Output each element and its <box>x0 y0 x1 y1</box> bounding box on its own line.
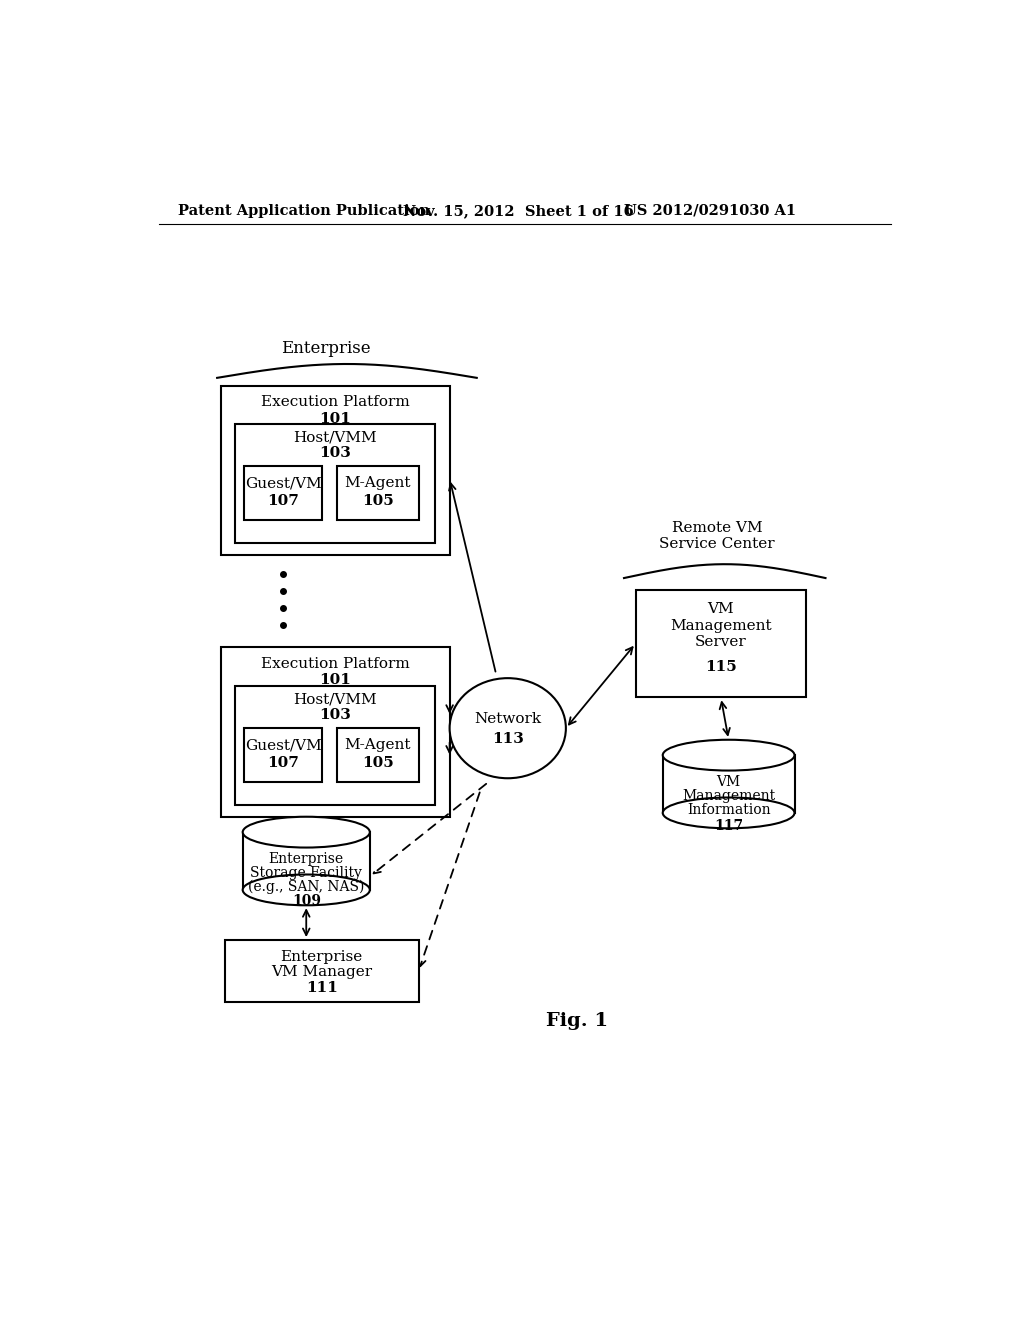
Text: Server: Server <box>695 635 746 649</box>
Text: (e.g., SAN, NAS): (e.g., SAN, NAS) <box>248 879 365 894</box>
Bar <box>245 466 322 520</box>
Text: Host/VMM: Host/VMM <box>293 430 377 445</box>
Text: 111: 111 <box>306 982 338 995</box>
Text: VM: VM <box>717 775 740 789</box>
Text: M-Agent: M-Agent <box>345 477 412 490</box>
Text: US 2012/0291030 A1: US 2012/0291030 A1 <box>624 203 796 218</box>
Text: Fig. 1: Fig. 1 <box>547 1012 608 1030</box>
Text: M-Agent: M-Agent <box>345 738 412 752</box>
Text: VM Manager: VM Manager <box>271 965 373 979</box>
Bar <box>337 466 419 520</box>
Text: 113: 113 <box>492 733 523 746</box>
Bar <box>243 832 370 890</box>
Text: Enterprise: Enterprise <box>281 341 371 358</box>
Text: 115: 115 <box>705 660 736 673</box>
Text: Management: Management <box>670 619 772 632</box>
Text: Execution Platform: Execution Platform <box>261 396 410 409</box>
Text: 105: 105 <box>362 494 394 508</box>
Text: Execution Platform: Execution Platform <box>261 657 410 672</box>
Text: Information: Information <box>687 803 770 817</box>
Text: Patent Application Publication: Patent Application Publication <box>178 203 430 218</box>
Text: 101: 101 <box>319 412 351 425</box>
Text: Enterprise: Enterprise <box>281 950 362 964</box>
Text: Enterprise: Enterprise <box>268 853 344 866</box>
Ellipse shape <box>663 739 795 771</box>
Bar <box>663 755 795 813</box>
Text: 107: 107 <box>267 756 299 770</box>
Text: Guest/VM: Guest/VM <box>245 477 322 490</box>
Text: Network: Network <box>474 711 542 726</box>
Text: Guest/VM: Guest/VM <box>245 738 322 752</box>
Ellipse shape <box>243 817 370 847</box>
Text: Host/VMM: Host/VMM <box>293 693 377 706</box>
Text: Nov. 15, 2012  Sheet 1 of 16: Nov. 15, 2012 Sheet 1 of 16 <box>403 203 634 218</box>
Text: 107: 107 <box>267 494 299 508</box>
Bar <box>234 686 435 805</box>
Bar <box>234 424 435 544</box>
Bar <box>636 590 806 697</box>
Text: 101: 101 <box>319 673 351 688</box>
Text: 109: 109 <box>292 894 321 908</box>
Text: 117: 117 <box>714 818 743 833</box>
Text: 103: 103 <box>319 708 351 722</box>
Ellipse shape <box>663 797 795 829</box>
Ellipse shape <box>243 874 370 906</box>
Text: Storage Facility: Storage Facility <box>250 866 362 880</box>
Bar <box>221 385 450 554</box>
Text: 105: 105 <box>362 756 394 770</box>
Text: Management: Management <box>682 789 775 804</box>
Bar <box>221 647 450 817</box>
Ellipse shape <box>450 678 566 779</box>
Bar <box>245 729 322 781</box>
Bar <box>337 729 419 781</box>
Bar <box>225 940 419 1002</box>
Text: 103: 103 <box>319 446 351 461</box>
Text: Remote VM
Service Center: Remote VM Service Center <box>659 521 775 552</box>
Text: VM: VM <box>708 602 734 616</box>
